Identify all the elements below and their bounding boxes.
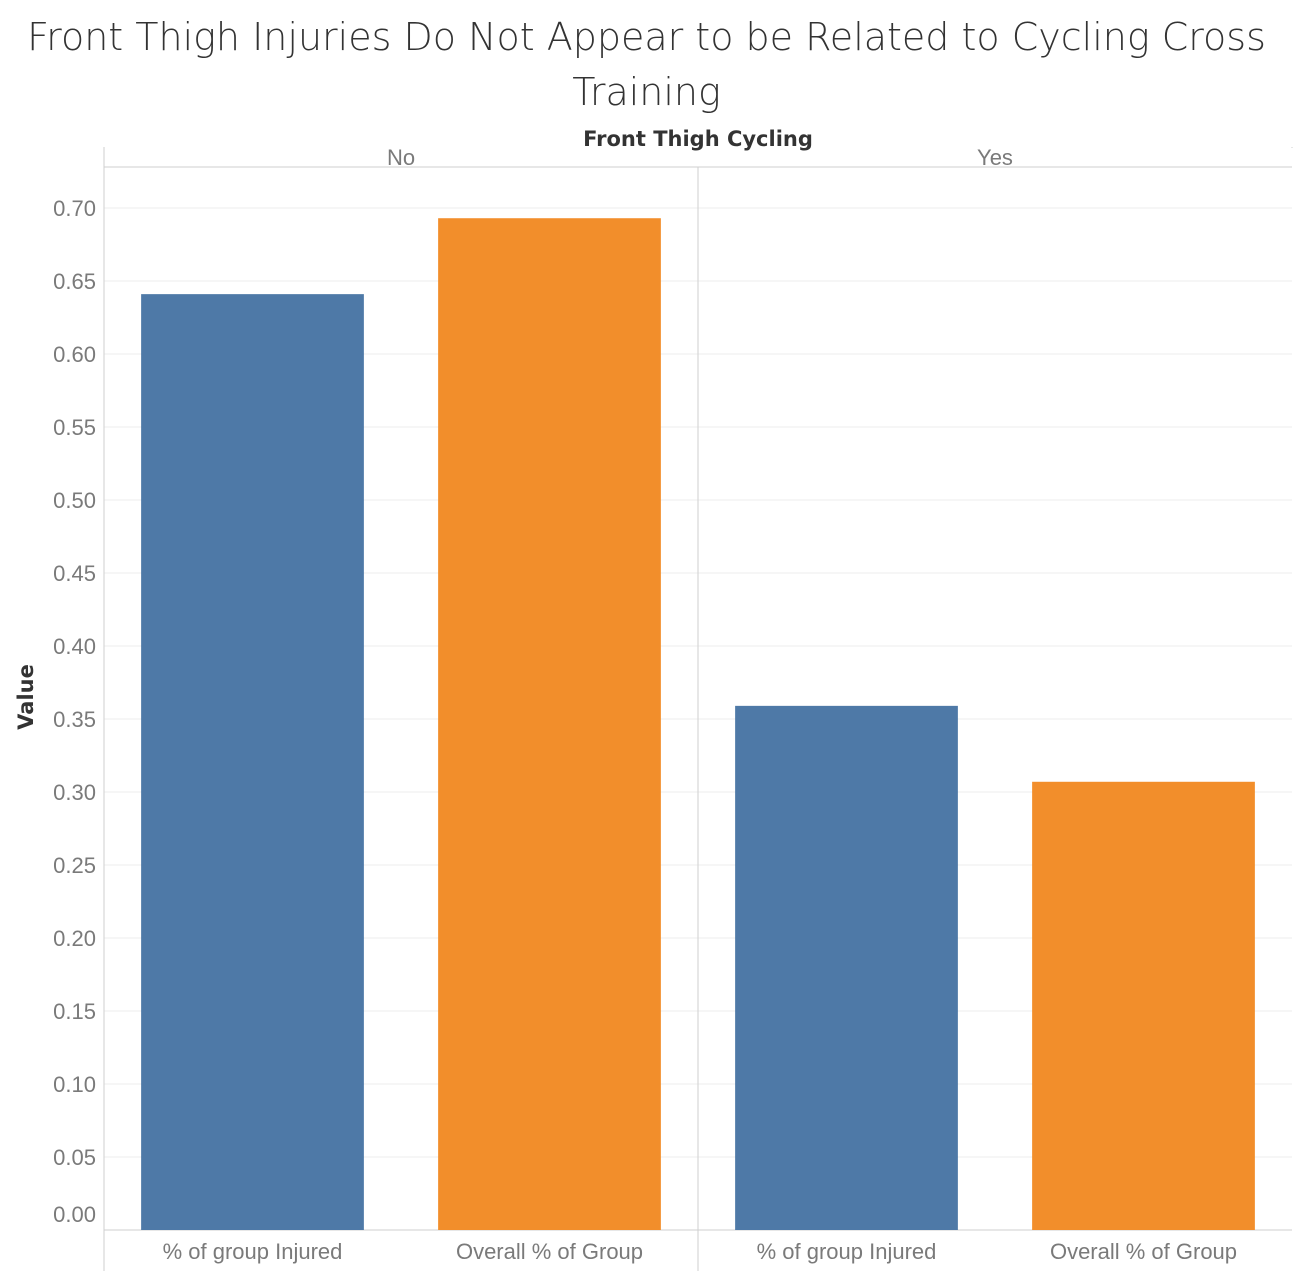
panel-header-label: No [387, 145, 415, 170]
chart-title: Front Thigh Injuries Do Not Appear to be… [27, 15, 1266, 114]
panel-header-label: Yes [977, 145, 1013, 170]
bar [1032, 781, 1255, 1230]
y-tick-label: 0.40 [53, 634, 96, 659]
x-tick-label: % of group Injured [163, 1239, 343, 1264]
bar [141, 294, 364, 1230]
facet-title: Front Thigh Cycling [583, 127, 813, 151]
y-axis-title: Value [14, 664, 38, 730]
y-tick-label: 0.50 [53, 488, 96, 513]
y-tick-label: 0.05 [53, 1145, 96, 1170]
bar [438, 218, 661, 1231]
bar [735, 705, 958, 1230]
y-tick-label: 0.30 [53, 780, 96, 805]
y-tick-label: 0.65 [53, 269, 96, 294]
y-tick-label: 0.35 [53, 707, 96, 732]
y-tick-label: 0.60 [53, 342, 96, 367]
y-tick-label: 0.20 [53, 926, 96, 951]
bars [141, 218, 1255, 1231]
x-tick-label: Overall % of Group [1050, 1239, 1237, 1264]
y-tick-label: 0.70 [53, 196, 96, 221]
y-tick-label: 0.15 [53, 999, 96, 1024]
x-tick-label: Overall % of Group [456, 1239, 643, 1264]
axis-labels: 0.00 0.05 0.10 0.15 0.20 0.25 0.30 0.35 0.40 0.45… [53, 145, 1237, 1264]
y-tick-label: 0.55 [53, 415, 96, 440]
y-tick-label: 0.45 [53, 561, 96, 586]
y-tick-label: 0.25 [53, 853, 96, 878]
x-tick-label: % of group Injured [757, 1239, 937, 1264]
y-tick-label: 0.00 [53, 1202, 96, 1227]
y-tick-label: 0.10 [53, 1072, 96, 1097]
